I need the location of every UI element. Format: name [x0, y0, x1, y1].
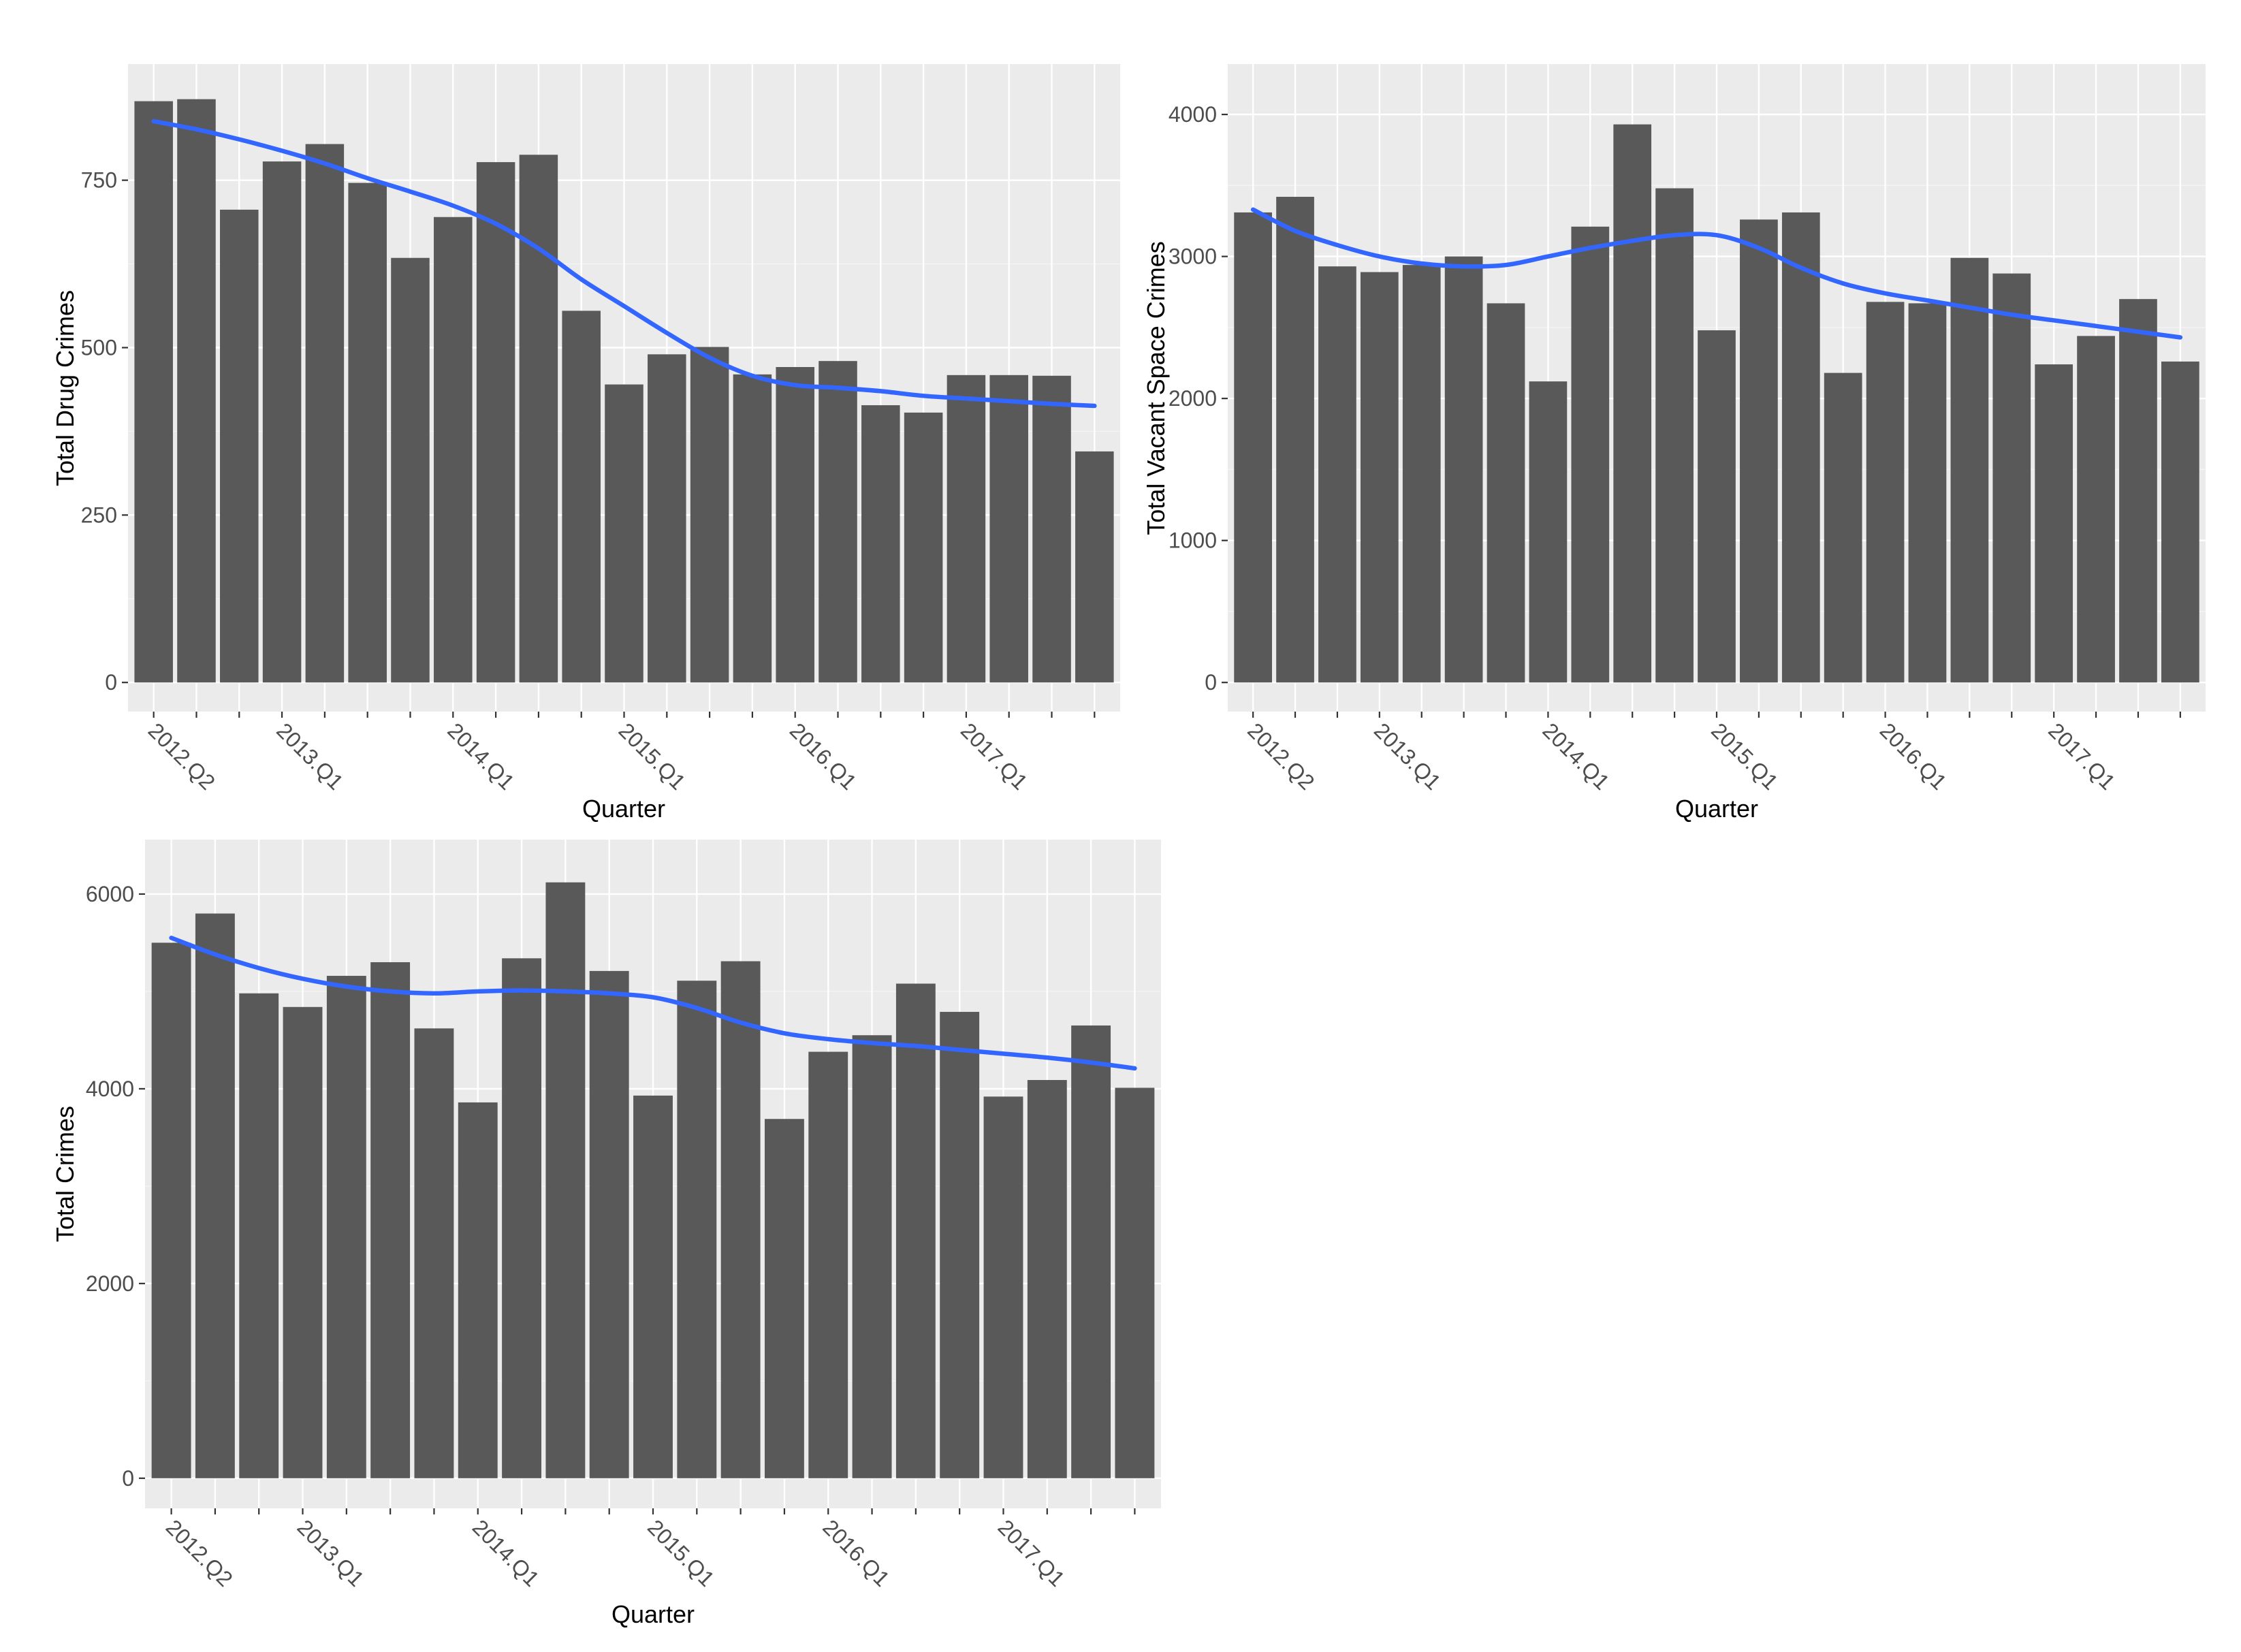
bar-2014.Q2 — [1571, 226, 1610, 683]
bar-2014.Q3 — [519, 155, 558, 683]
bar-2014.Q1 — [434, 217, 473, 683]
bar-2016.Q2 — [1908, 303, 1947, 683]
y-axis-title: Total Crimes — [51, 1106, 79, 1242]
bar-2012.Q4 — [1318, 266, 1356, 683]
bar-2014.Q4 — [589, 970, 629, 1478]
bar-2012.Q3 — [1276, 197, 1314, 683]
bar-2012.Q4 — [220, 209, 259, 683]
bar-2017.Q2 — [989, 375, 1028, 683]
y-tick-label: 0 — [1205, 670, 1217, 695]
bar-2017.Q4 — [1075, 451, 1114, 683]
bar-2016.Q1 — [1866, 302, 1905, 683]
bar-2016.Q1 — [776, 367, 814, 683]
bar-2012.Q2 — [1234, 212, 1272, 683]
trend-line — [151, 118, 1097, 409]
bar-2015.Q3 — [720, 961, 761, 1478]
bar-2012.Q4 — [239, 993, 279, 1478]
bar-2016.Q2 — [852, 1035, 892, 1478]
bar-2013.Q3 — [1444, 256, 1483, 683]
bar-2017.Q1 — [947, 375, 986, 683]
bar-2015.Q1 — [605, 384, 643, 683]
y-tick-label: 2000 — [1169, 386, 1217, 411]
bar-2015.Q4 — [1824, 372, 1862, 683]
bar-2016.Q1 — [808, 1051, 848, 1478]
bar-2012.Q2 — [134, 101, 173, 683]
bar-2015.Q1 — [633, 1095, 673, 1478]
bar-2016.Q4 — [1992, 273, 2031, 683]
bar-2014.Q3 — [545, 882, 586, 1478]
x-axis-title: Quarter — [582, 795, 665, 823]
bar-2014.Q1 — [1529, 381, 1568, 683]
y-tick-label: 500 — [81, 335, 117, 360]
bar-2012.Q3 — [195, 913, 235, 1478]
bar-2012.Q2 — [151, 942, 191, 1478]
bar-2014.Q4 — [1655, 188, 1694, 683]
bar-2013.Q2 — [326, 976, 366, 1478]
x-axis-title: Quarter — [611, 1600, 695, 1628]
bar-2014.Q2 — [476, 162, 515, 683]
bar-2017.Q2 — [2077, 336, 2115, 683]
bar-2013.Q2 — [1402, 265, 1441, 683]
bar-2015.Q3 — [1781, 212, 1820, 683]
bar-2013.Q1 — [1360, 272, 1399, 683]
bar-2017.Q1 — [983, 1096, 1023, 1478]
bar-2017.Q3 — [1071, 1025, 1111, 1478]
bar-2015.Q2 — [648, 354, 686, 683]
bar-2014.Q1 — [458, 1102, 498, 1478]
bar-2016.Q4 — [940, 1011, 980, 1478]
bar-2016.Q4 — [904, 412, 943, 683]
bar-2015.Q2 — [1740, 219, 1778, 683]
y-tick-label: 3000 — [1169, 244, 1217, 269]
bar-2015.Q4 — [764, 1119, 804, 1478]
bar-2013.Q2 — [305, 144, 345, 683]
bar-2016.Q2 — [818, 361, 857, 683]
y-tick-label: 4000 — [86, 1077, 134, 1101]
bar-2013.Q1 — [262, 161, 302, 683]
bar-2017.Q2 — [1027, 1080, 1067, 1478]
y-tick-label: 1000 — [1169, 528, 1217, 553]
y-axis-title: Total Drug Crimes — [51, 290, 79, 486]
y-axis-title: Total Vacant Space Crimes — [1142, 241, 1170, 535]
bar-2013.Q3 — [348, 182, 387, 683]
bar-2013.Q3 — [370, 962, 411, 1478]
bar-2013.Q4 — [1487, 303, 1525, 683]
bar-2016.Q3 — [895, 983, 936, 1478]
bar-2013.Q1 — [283, 1006, 323, 1478]
bar-2016.Q3 — [1950, 257, 1989, 683]
bar-2012.Q3 — [177, 99, 216, 683]
bar-2014.Q2 — [502, 958, 542, 1478]
y-tick-label: 0 — [105, 670, 117, 695]
bar-2016.Q3 — [861, 405, 900, 683]
trend-line — [169, 936, 1137, 1071]
bar-2017.Q4 — [1115, 1087, 1155, 1478]
y-tick-label: 2000 — [86, 1271, 134, 1296]
y-tick-label: 4000 — [1169, 102, 1217, 127]
y-tick-label: 750 — [81, 168, 117, 193]
bar-2015.Q3 — [690, 347, 729, 683]
bar-2013.Q4 — [414, 1028, 454, 1478]
y-tick-label: 0 — [122, 1466, 134, 1491]
bar-2015.Q4 — [733, 374, 772, 683]
bar-2015.Q2 — [677, 981, 717, 1478]
bar-2017.Q1 — [2035, 364, 2073, 683]
bar-2015.Q1 — [1698, 330, 1736, 683]
trend-line — [1250, 207, 2183, 340]
bar-2013.Q4 — [391, 257, 430, 683]
bar-2014.Q3 — [1613, 124, 1652, 683]
x-axis-title: Quarter — [1675, 795, 1758, 823]
bar-2017.Q3 — [1032, 375, 1071, 683]
bar-2014.Q4 — [562, 311, 601, 683]
bar-2017.Q3 — [2119, 299, 2157, 683]
y-tick-label: 6000 — [86, 882, 134, 906]
bar-2017.Q4 — [2161, 361, 2199, 683]
y-tick-label: 250 — [81, 503, 117, 527]
